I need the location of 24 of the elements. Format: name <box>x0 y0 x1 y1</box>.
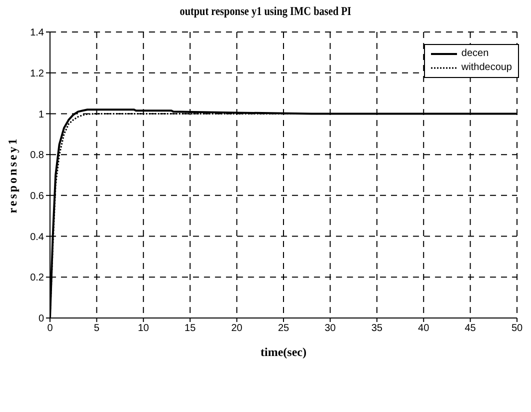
x-tick-label: 50 <box>511 323 523 334</box>
x-tick-label: 10 <box>138 323 150 334</box>
legend-label: withdecoup <box>461 61 512 75</box>
x-tick-label: 35 <box>371 323 383 334</box>
x-axis-title: time(sec) <box>260 345 306 359</box>
x-tick-label: 40 <box>418 323 430 334</box>
x-tick-label: 20 <box>231 323 243 334</box>
y-tick-label: 0 <box>38 314 44 325</box>
x-tick-label: 0 <box>47 323 54 334</box>
y-tick-label: 0.8 <box>30 150 44 162</box>
x-tick-label: 5 <box>94 323 100 334</box>
x-tick-label: 15 <box>184 323 196 334</box>
x-tick-label: 25 <box>278 323 290 334</box>
y-tick-label: 0.2 <box>30 272 44 284</box>
y-tick-label: 0.4 <box>30 232 44 243</box>
y-tick-label: 1 <box>38 109 44 120</box>
y-axis-title: responsey1 <box>5 136 20 214</box>
legend-label: decen <box>461 47 489 61</box>
chart-title: output response y1 using IMC based PI <box>178 4 352 19</box>
x-tick-label: 30 <box>324 323 336 334</box>
y-tick-label: 1.2 <box>30 68 44 80</box>
y-tick-label: 1.4 <box>30 28 44 39</box>
y-tick-label: 0.6 <box>30 190 44 202</box>
x-tick-label: 45 <box>464 323 476 334</box>
